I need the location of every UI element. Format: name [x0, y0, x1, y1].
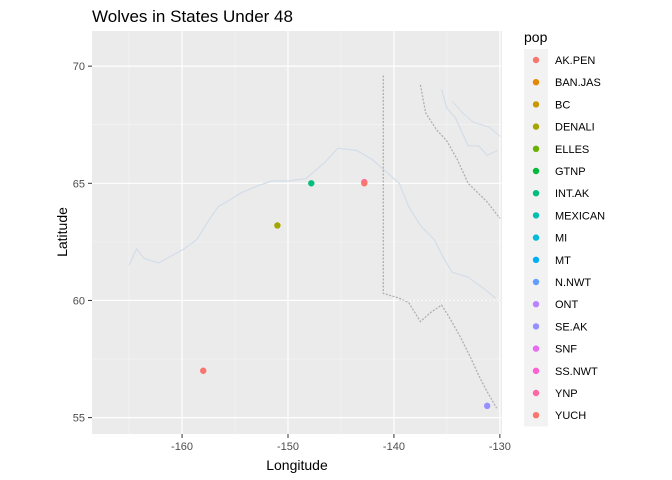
x-tick-label: -130	[489, 441, 511, 453]
legend-key	[532, 323, 540, 330]
legend-key	[532, 412, 540, 419]
data-points	[200, 178, 491, 410]
legend-label: ONT	[555, 299, 579, 311]
legend-key	[532, 389, 540, 397]
legend-key	[532, 301, 540, 308]
grid-minor	[92, 31, 502, 434]
legend-key	[532, 278, 540, 286]
legend-key	[532, 56, 540, 64]
legend-label: YUCH	[555, 410, 586, 422]
x-tick-label: -150	[277, 441, 299, 453]
y-tick-label: 65	[73, 178, 85, 190]
x-tick-label: -160	[171, 441, 193, 453]
legend-key	[532, 212, 540, 219]
legend-label: GTNP	[555, 166, 586, 178]
panel-background	[92, 31, 502, 434]
legend-label: MEXICAN	[555, 210, 605, 222]
legend-label: DENALI	[555, 122, 595, 134]
x-axis: -160 -150 -140 -130	[171, 434, 511, 453]
y-tick-label: 55	[73, 413, 85, 425]
x-tick-label: -140	[383, 441, 405, 453]
legend-label: BC	[555, 99, 570, 111]
legend-label: YNP	[555, 388, 578, 400]
legend-label: INT.AK	[555, 188, 590, 200]
data-point-se-ak	[483, 402, 491, 410]
map-coast-line	[441, 89, 499, 156]
legend-key	[532, 123, 540, 130]
legend-label: N.NWT	[555, 277, 591, 289]
x-axis-title: Longitude	[266, 457, 328, 473]
legend-key	[532, 79, 540, 86]
legend-label: SNF	[555, 344, 577, 356]
legend-label: SE.AK	[555, 321, 588, 333]
data-point-int-ak	[308, 180, 315, 187]
legend-label: BAN.JAS	[555, 77, 601, 89]
legend-key	[532, 190, 540, 197]
legend-key	[532, 345, 540, 352]
map-coast-line	[451, 100, 501, 137]
legend-key	[532, 234, 540, 241]
plot-panel	[92, 31, 502, 434]
legend-key	[532, 256, 540, 263]
legend-label: AK.PEN	[555, 55, 595, 67]
map-border-line	[419, 84, 501, 219]
map-river-line	[128, 147, 496, 299]
legend-label: MT	[555, 255, 571, 267]
y-axis: 55 60 65 70	[73, 61, 92, 425]
legend-key	[532, 367, 540, 374]
data-point-ak-pen	[200, 367, 207, 374]
legend-label: SS.NWT	[555, 366, 598, 378]
chart-title: Wolves in States Under 48	[92, 7, 293, 26]
data-point-denali	[274, 222, 281, 229]
y-axis-title: Latitude	[54, 207, 70, 257]
legend: pop AK.PEN BAN.JAS BC DENALI ELLES GTNP INT.AK…	[524, 29, 605, 427]
y-tick-label: 60	[73, 295, 85, 307]
map-border-line	[382, 75, 498, 409]
legend-label: MI	[555, 233, 567, 245]
y-tick-label: 70	[73, 61, 85, 73]
data-point-yuch	[361, 180, 368, 187]
legend-label: ELLES	[555, 144, 589, 156]
legend-title: pop	[524, 29, 548, 45]
grid-major	[92, 31, 502, 434]
legend-key	[532, 145, 540, 152]
legend-key	[532, 167, 540, 175]
map-outline	[128, 75, 502, 409]
legend-key	[532, 101, 540, 108]
